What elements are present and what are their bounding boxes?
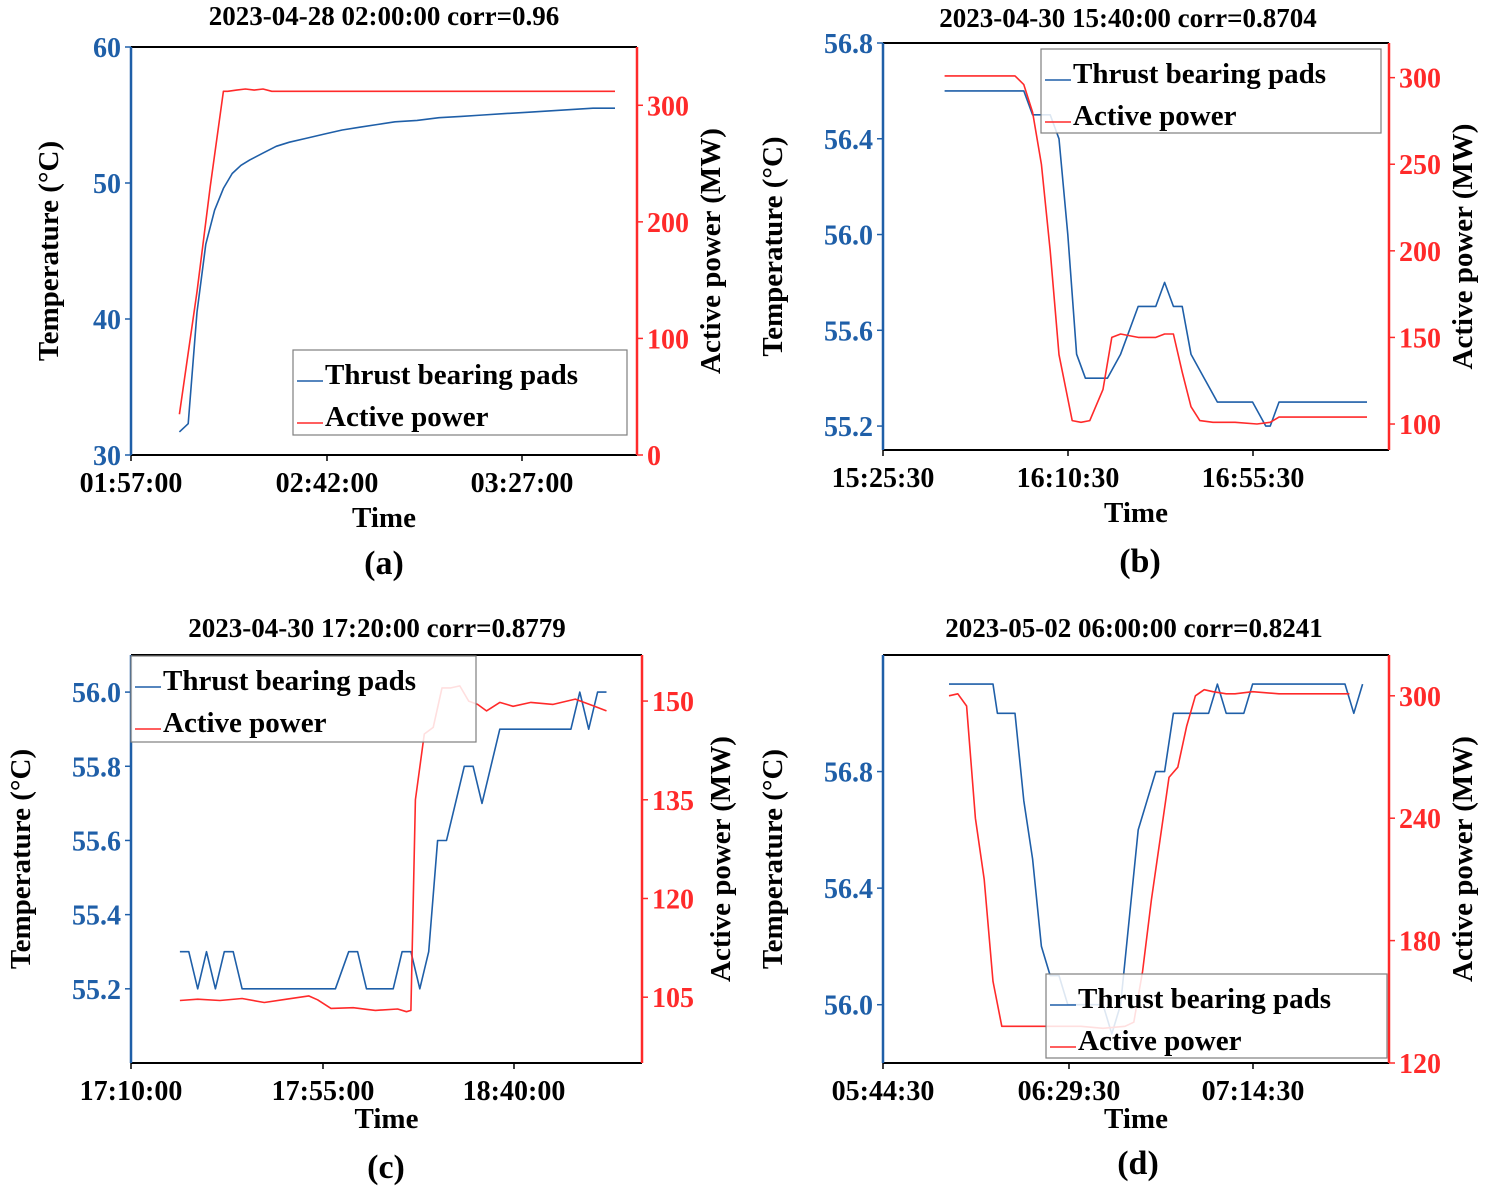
x-tick-label: 03:27:00 <box>471 468 574 499</box>
left-y-tick-label: 55.6 <box>824 316 873 347</box>
right-y-tick-label: 180 <box>1399 927 1441 958</box>
right-y-tick-label: 150 <box>652 687 694 718</box>
right-y-tick-label: 200 <box>647 208 689 239</box>
right-y-tick-label: 105 <box>652 983 694 1014</box>
left-y-tick-label: 55.8 <box>72 752 121 783</box>
panel-label: (b) <box>1119 543 1161 580</box>
right-y-axis-label: Active power (MW) <box>1447 124 1479 370</box>
x-tick-label: 16:10:30 <box>1017 463 1120 494</box>
right-y-tick-label: 300 <box>1399 682 1441 713</box>
legend-box <box>1040 48 1382 134</box>
left-y-tick-label: 55.6 <box>72 826 121 857</box>
panel-label: (c) <box>367 1149 405 1186</box>
left-y-tick-label: 56.8 <box>824 758 873 789</box>
right-y-tick-label: 100 <box>1399 410 1441 441</box>
left-y-axis-label: Temperature (°C) <box>757 749 789 969</box>
left-y-tick-label: 56.4 <box>824 874 873 905</box>
chart-title: 2023-04-28 02:00:00 corr=0.96 <box>209 1 560 31</box>
legend-entry: Active power <box>1073 100 1237 132</box>
x-tick-label: 05:44:30 <box>832 1076 935 1107</box>
legend-entry: Thrust bearing pads <box>1073 58 1326 90</box>
x-tick-label: 18:40:00 <box>463 1076 566 1107</box>
x-tick-label: 15:25:30 <box>832 463 935 494</box>
left-y-tick-label: 56.0 <box>824 221 873 252</box>
left-y-tick-label: 30 <box>93 441 121 472</box>
right-y-tick-label: 300 <box>1399 64 1441 95</box>
x-tick-label: 01:57:00 <box>80 468 183 499</box>
left-y-axis-label: Temperature (°C) <box>5 749 37 969</box>
right-y-tick-label: 100 <box>647 324 689 355</box>
panel-label: (d) <box>1117 1145 1159 1182</box>
right-y-tick-label: 200 <box>1399 237 1441 268</box>
legend-box <box>1045 973 1388 1059</box>
series-line-thrust-bearing-pads <box>179 691 607 990</box>
right-y-tick-label: 0 <box>647 441 661 472</box>
right-y-tick-label: 300 <box>647 91 689 122</box>
right-y-tick-label: 135 <box>652 786 694 817</box>
legend-entry: Thrust bearing pads <box>1078 983 1331 1015</box>
x-tick-label: 17:10:00 <box>80 1076 183 1107</box>
series-line-thrust-bearing-pads <box>949 683 1364 1035</box>
left-y-tick-label: 56.0 <box>72 678 121 709</box>
right-y-tick-label: 120 <box>652 884 694 915</box>
left-y-axis-label: Temperature (°C) <box>757 136 789 356</box>
x-tick-label: 17:55:00 <box>272 1076 375 1107</box>
left-y-axis-label: Temperature (°C) <box>33 141 65 361</box>
chart-title: 2023-05-02 06:00:00 corr=0.8241 <box>945 613 1323 643</box>
left-y-tick-label: 60 <box>93 33 121 64</box>
legend-box <box>130 655 477 743</box>
panel-a: 2023-04-28 02:00:00 corr=0.96 (a) 01:57:00… <box>33 1 727 582</box>
x-axis-label: Time <box>355 1103 419 1135</box>
series-line-active-power <box>179 685 607 1013</box>
series-line-active-power <box>948 688 1350 1030</box>
right-y-tick-label: 120 <box>1399 1049 1441 1080</box>
x-tick-label: 07:14:30 <box>1202 1076 1305 1107</box>
legend-entry: Thrust bearing pads <box>325 359 578 391</box>
right-y-tick-label: 250 <box>1399 150 1441 181</box>
panel-label: (a) <box>364 545 404 582</box>
right-y-tick-label: 240 <box>1399 804 1441 835</box>
legend-entry: Thrust bearing pads <box>163 665 416 697</box>
chart-title: 2023-04-30 17:20:00 corr=0.8779 <box>188 613 566 643</box>
legend-entry: Active power <box>1078 1025 1242 1057</box>
x-tick-label: 16:55:30 <box>1202 463 1305 494</box>
panel-b: 2023-04-30 15:40:00 corr=0.8704 (b) 15:25:… <box>757 3 1479 580</box>
left-y-tick-label: 56.8 <box>824 29 873 60</box>
series-line-active-power <box>944 75 1367 425</box>
x-axis-label: Time <box>352 502 416 534</box>
series-line-thrust-bearing-pads <box>944 90 1367 427</box>
legend-entry: Active power <box>325 401 489 433</box>
series-line-active-power <box>178 88 615 415</box>
x-axis-label: Time <box>1104 1103 1168 1135</box>
left-y-tick-label: 56.4 <box>824 125 873 156</box>
x-tick-label: 06:29:30 <box>1018 1076 1121 1107</box>
series-line-thrust-bearing-pads <box>178 107 615 433</box>
legend-box <box>292 349 628 436</box>
panel-d: 2023-05-02 06:00:00 corr=0.8241 (d) 05:44:… <box>757 613 1479 1182</box>
right-y-tick-label: 150 <box>1399 323 1441 354</box>
legend-entry: Active power <box>163 707 327 739</box>
right-y-axis-label: Active power (MW) <box>705 736 737 982</box>
x-tick-label: 02:42:00 <box>276 468 379 499</box>
panel-c: 2023-04-30 17:20:00 corr=0.8779 (c) 17:10:… <box>5 613 737 1186</box>
left-y-tick-label: 50 <box>93 169 121 200</box>
left-y-tick-label: 55.2 <box>824 412 873 443</box>
left-y-tick-label: 56.0 <box>824 991 873 1022</box>
left-y-tick-label: 55.2 <box>72 975 121 1006</box>
right-y-axis-label: Active power (MW) <box>1447 736 1479 982</box>
chart-title: 2023-04-30 15:40:00 corr=0.8704 <box>939 3 1317 33</box>
left-y-tick-label: 55.4 <box>72 901 121 932</box>
left-y-tick-label: 40 <box>93 305 121 336</box>
right-y-axis-label: Active power (MW) <box>695 128 727 374</box>
x-axis-label: Time <box>1104 497 1168 529</box>
